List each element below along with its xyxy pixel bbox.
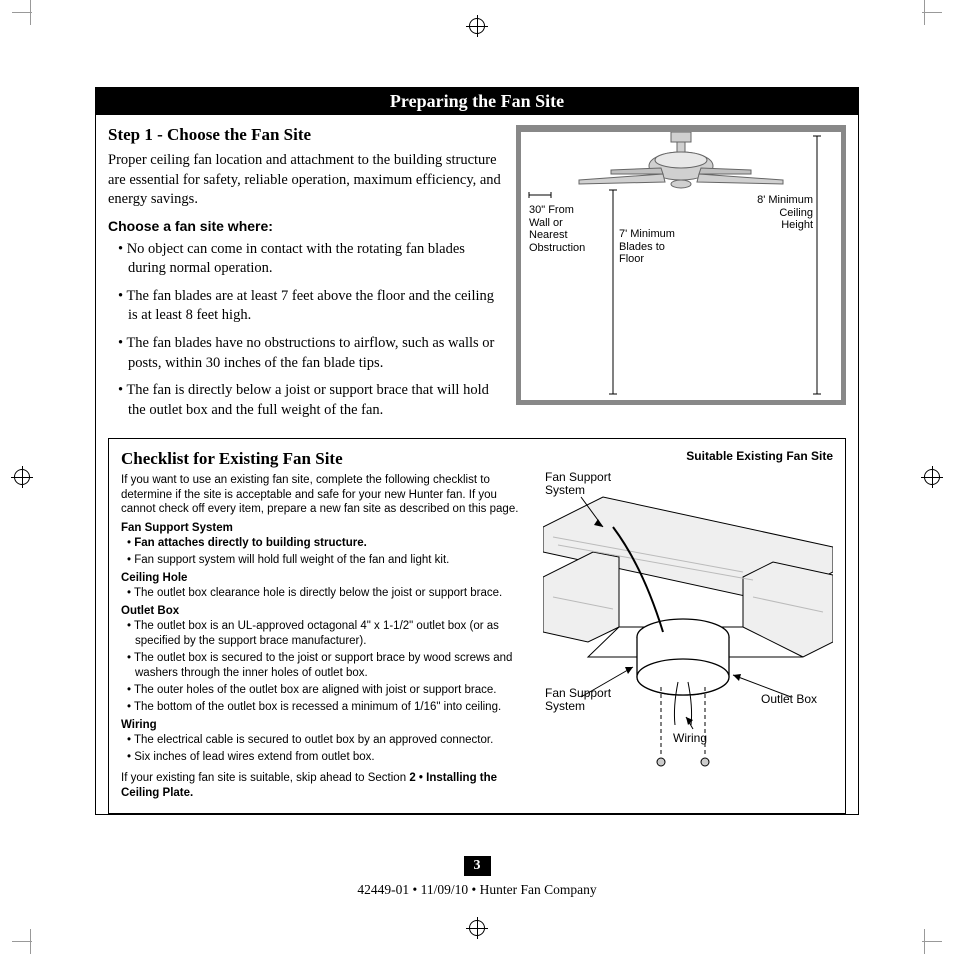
checklist-title: Checklist for Existing Fan Site bbox=[121, 449, 529, 469]
clearance-diagram: 30" From Wall or Nearest Obstruction 7' … bbox=[516, 125, 846, 405]
registration-mark-icon bbox=[469, 18, 485, 34]
checklist-group-heading: Outlet Box bbox=[121, 605, 529, 617]
bullet-list: No object can come in contact with the r… bbox=[108, 240, 504, 421]
checklist-item: The outlet box is an UL-approved octagon… bbox=[127, 619, 529, 649]
registration-mark-icon bbox=[924, 469, 940, 485]
checklist-note: If your existing fan site is suitable, s… bbox=[121, 771, 529, 801]
label-outlet-box: Outlet Box bbox=[761, 692, 817, 706]
checklist-box: Checklist for Existing Fan Site If you w… bbox=[108, 438, 846, 813]
registration-mark-icon bbox=[469, 920, 485, 936]
checklist-item: The outlet box is secured to the joist o… bbox=[127, 651, 529, 681]
dimension-lines bbox=[521, 132, 841, 400]
checklist-group-heading: Wiring bbox=[121, 719, 529, 731]
checklist-item: The outlet box clearance hole is directl… bbox=[127, 586, 529, 601]
bullet-item: The fan is directly below a joist or sup… bbox=[118, 381, 504, 420]
label-fan-support-top: Fan SupportSystem bbox=[545, 470, 612, 497]
sub-heading: Choose a fan site where: bbox=[108, 218, 504, 234]
checklist-item: The outer holes of the outlet box are al… bbox=[127, 683, 529, 698]
checklist-intro: If you want to use an existing fan site,… bbox=[121, 473, 529, 516]
checklist-item: Six inches of lead wires extend from out… bbox=[127, 750, 529, 765]
page-frame: Preparing the Fan Site Step 1 - Choose t… bbox=[95, 87, 859, 815]
registration-mark-icon bbox=[14, 469, 30, 485]
label-wiring: Wiring bbox=[673, 731, 707, 745]
footer-text: 42449-01 • 11/09/10 • Hunter Fan Company bbox=[95, 882, 859, 898]
label-fan-support-bottom: Fan SupportSystem bbox=[545, 686, 612, 713]
bullet-item: No object can come in contact with the r… bbox=[118, 240, 504, 279]
checklist-item: The bottom of the outlet box is recessed… bbox=[127, 700, 529, 715]
bullet-item: The fan blades are at least 7 feet above… bbox=[118, 287, 504, 326]
suitable-title: Suitable Existing Fan Site bbox=[543, 449, 833, 463]
page-number: 3 bbox=[464, 856, 491, 876]
checklist-group-heading: Fan Support System bbox=[121, 522, 529, 534]
checklist-item: Fan support system will hold full weight… bbox=[127, 553, 529, 568]
label-wall-clearance: 30" From Wall or Nearest Obstruction bbox=[529, 204, 593, 255]
section-title: Preparing the Fan Site bbox=[96, 88, 858, 115]
bullet-item: The fan blades have no obstructions to a… bbox=[118, 334, 504, 373]
intro-paragraph: Proper ceiling fan location and attachme… bbox=[108, 151, 504, 210]
label-blades-floor: 7' Minimum Blades to Floor bbox=[619, 228, 689, 266]
label-ceiling-height: 8' Minimum Ceiling Height bbox=[749, 194, 813, 232]
checklist-group-heading: Ceiling Hole bbox=[121, 572, 529, 584]
checklist-item: The electrical cable is secured to outle… bbox=[127, 733, 529, 748]
outlet-box-diagram: Fan SupportSystem Fan SupportSystem Outl… bbox=[543, 467, 833, 777]
checklist-item: Fan attaches directly to building struct… bbox=[127, 536, 529, 551]
step-heading: Step 1 - Choose the Fan Site bbox=[108, 125, 504, 145]
